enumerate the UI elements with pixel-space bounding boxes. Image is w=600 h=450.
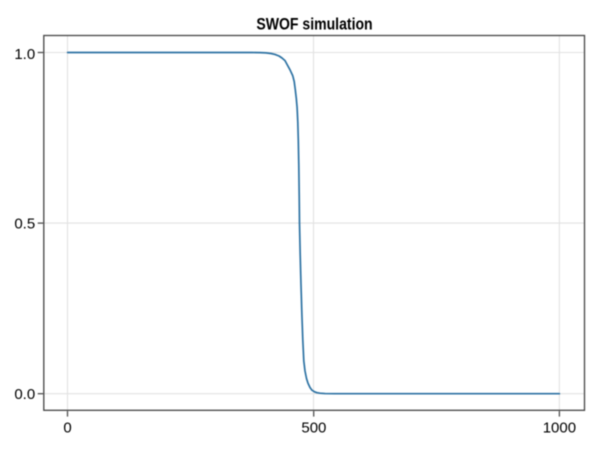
svg-text:SWOF simulation: SWOF simulation [256, 15, 372, 34]
svg-text:0.0: 0.0 [14, 386, 35, 403]
svg-text:500: 500 [301, 420, 326, 437]
svg-text:0.5: 0.5 [14, 216, 35, 233]
svg-text:1000: 1000 [543, 420, 576, 437]
svg-text:0: 0 [63, 420, 71, 437]
svg-text:1.0: 1.0 [14, 46, 35, 63]
